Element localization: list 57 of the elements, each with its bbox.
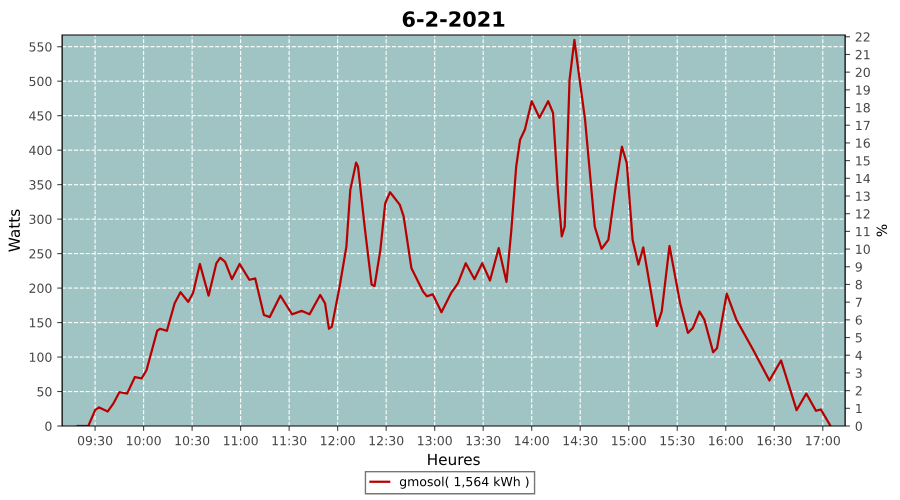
y2-tick-label: 15 [856,156,870,166]
y2-tick-label: 3 [856,368,862,378]
y-tick-label: 300 [29,214,52,224]
y2-axis-title: % [876,224,888,236]
y2-tick-label: 21 [856,50,870,60]
x-axis-title: Heures [428,454,480,466]
legend-label: gmosol( 1,564 kWh ) [400,476,528,489]
y-tick-label: 150 [30,318,52,328]
y2-tick-label: 10 [856,244,870,254]
y-tick-label: 550 [29,42,52,52]
y-tick-label: 50 [37,386,52,396]
y2-tick-label: 20 [856,68,870,78]
x-tick-label: 16:00 [709,436,743,446]
x-tick-label: 12:30 [370,436,404,446]
y2-tick-label: 5 [856,333,862,342]
y-tick-label: 100 [30,352,52,362]
line-series [76,38,832,426]
x-tick-label: 12:00 [321,436,355,446]
x-tick-label: 11:30 [272,436,306,446]
y2-tick-label: 22 [856,32,870,42]
y2-tick-label: 4 [855,350,862,360]
y-tick-label: 350 [29,180,52,190]
x-tick-label: 11:00 [224,436,258,446]
y-tick-label: 450 [29,111,52,121]
y2-tick-label: 16 [856,138,870,148]
x-tick-label: 17:00 [806,436,840,446]
x-tick-label: 10:00 [126,436,161,446]
x-tick-label: 14:00 [515,436,549,446]
y2-tick-label: 14 [856,174,870,184]
y2-tick-label: 12 [856,209,870,218]
y2-tick-label: 6 [856,315,862,325]
x-tick-label: 13:00 [418,436,452,446]
x-tick-label: 15:30 [660,436,694,446]
y2-tick-label: 2 [856,386,862,396]
y2-tick-label: 17 [856,120,870,130]
x-tick-label: 09:30 [78,436,112,446]
y-tick-label: 200 [29,284,52,294]
y2-tick-label: 11 [856,227,870,236]
y-tick-label: 0 [45,421,52,431]
y2-tick-label: 9 [856,262,862,272]
y2-tick-label: 18 [856,103,870,112]
y-tick-label: 250 [29,249,52,259]
y-axis-title: Watts [8,210,20,252]
x-tick-label: 10:30 [175,436,210,446]
x-tick-label: 16:30 [758,436,792,446]
x-tick-label: 14:30 [564,436,598,446]
y2-tick-label: 8 [856,280,862,290]
chart-title: 6-2-2021 [402,11,504,27]
x-tick-label: 15:00 [612,436,646,446]
y2-tick-label: 19 [856,85,870,95]
y2-tick-label: 7 [856,298,862,307]
y-tick-label: 500 [29,76,52,86]
y-tick-label: 400 [29,146,52,156]
y2-tick-label: 13 [856,191,870,201]
y2-tick-label: 0 [856,421,862,431]
y2-tick-label: 1 [856,404,862,414]
x-tick-label: 13:30 [466,436,500,446]
